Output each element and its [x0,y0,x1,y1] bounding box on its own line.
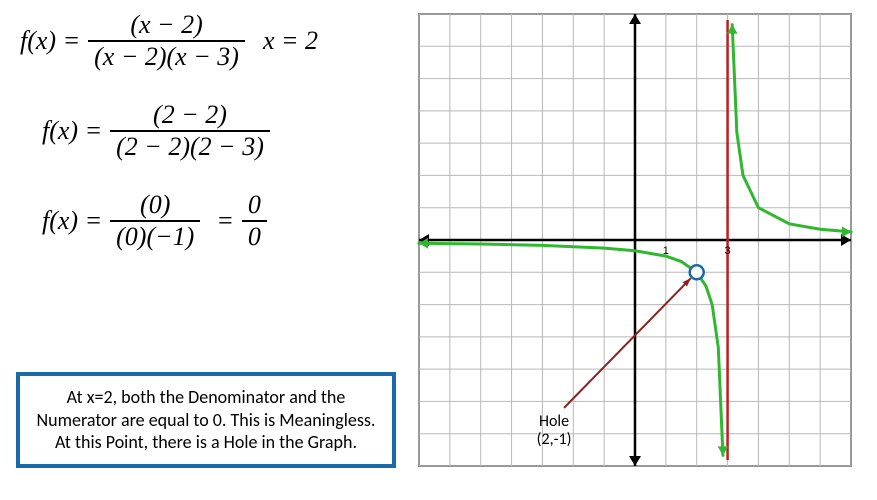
eq1-side: x = 2 [263,26,318,56]
eq2-lhs: f(x) = [42,116,102,146]
callout-text: At x=2, both the Denominator and the Num… [37,386,376,453]
graph-svg: 1 3 Hole(2,-1) [415,10,855,470]
svg-text:3: 3 [725,245,731,257]
equation-3: f(x) = (0) (0)(−1) = 0 0 [42,190,400,252]
eq1-lhs: f(x) = [20,26,80,56]
callout-box: At x=2, both the Denominator and the Num… [16,372,396,468]
equation-2: f(x) = (2 − 2) (2 − 2)(2 − 3) [42,100,400,162]
equation-1: f(x) = (x − 2) (x − 2)(x − 3) x = 2 [20,10,400,72]
eq3-lhs: f(x) = [42,206,102,236]
eq1-fraction: (x − 2) (x − 2)(x − 3) [88,10,245,72]
svg-text:Hole: Hole [539,412,569,431]
graph: 1 3 Hole(2,-1) [415,10,855,470]
eq3-result: = 0 0 [208,190,267,252]
eq2-fraction: (2 − 2) (2 − 2)(2 − 3) [110,100,270,162]
eq3-fraction: (0) (0)(−1) [110,190,200,252]
svg-text:1: 1 [663,245,669,257]
svg-text:(2,-1): (2,-1) [537,430,572,449]
